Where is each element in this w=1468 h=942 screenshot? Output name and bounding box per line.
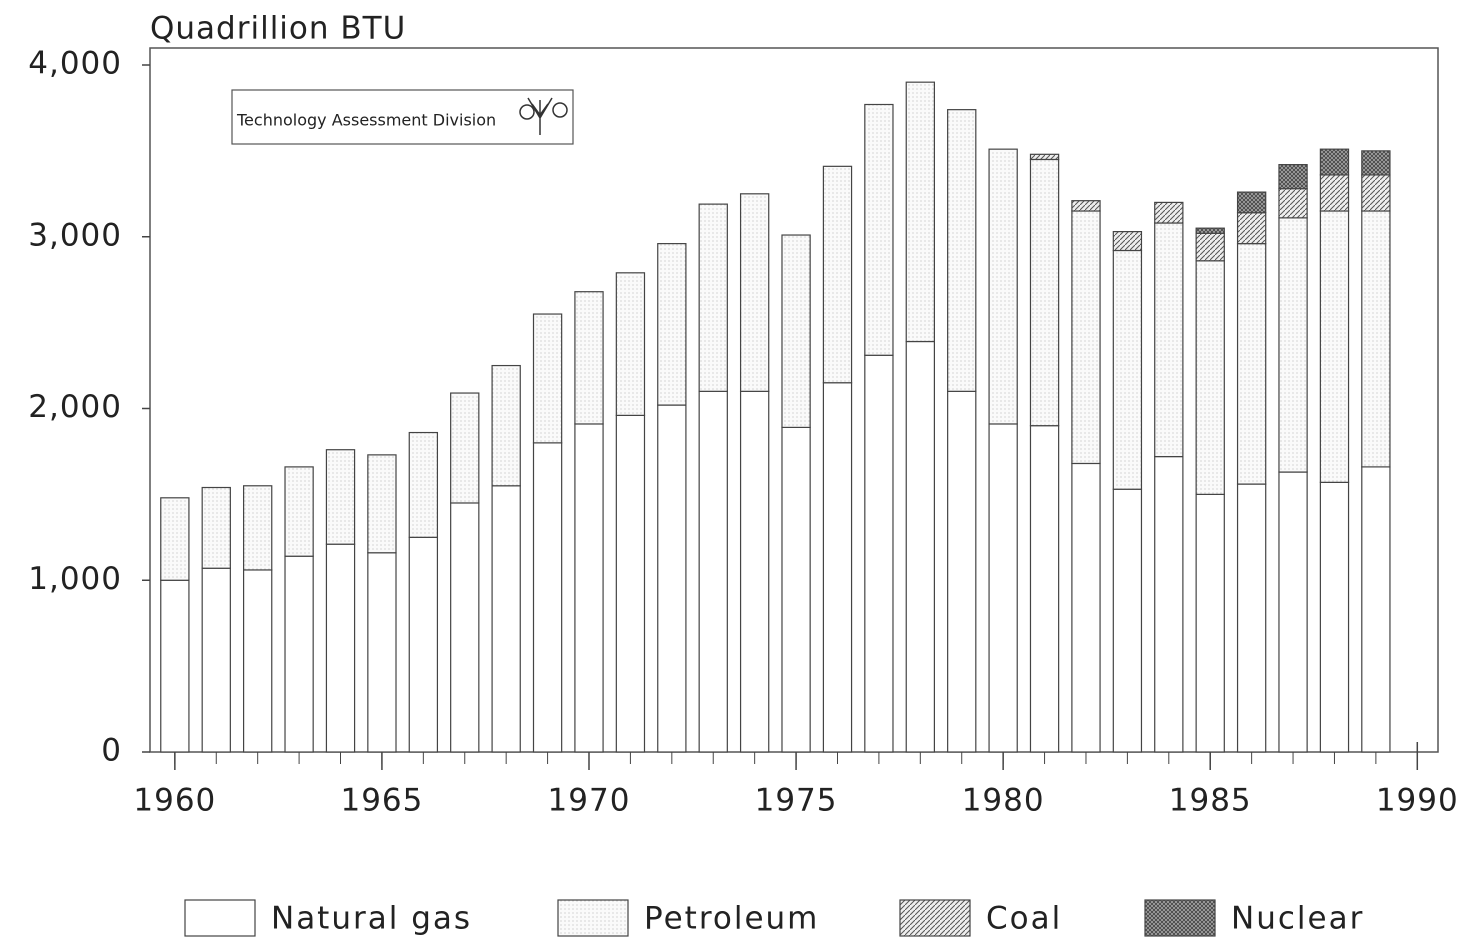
bar-segment <box>1319 174 1350 212</box>
bar-segment <box>1278 471 1308 753</box>
legend-label: Nuclear <box>1231 901 1364 937</box>
bar-segment <box>1236 243 1267 485</box>
bar-segment <box>1154 201 1184 224</box>
bar-segment <box>947 109 977 392</box>
bar-segment <box>988 423 1018 753</box>
bar-segment <box>491 364 521 487</box>
y-tick-label: 3,000 <box>28 217 122 253</box>
bar-segment <box>1319 481 1350 753</box>
bar-segment <box>657 243 687 406</box>
logo-icon <box>519 97 568 135</box>
legend-swatch <box>184 899 256 937</box>
bar-segment <box>947 390 977 753</box>
bar-segment <box>1154 222 1184 458</box>
bar-segment <box>739 193 770 392</box>
bar-segment <box>1154 455 1184 753</box>
bar-segment <box>574 291 604 425</box>
x-tick-label: 1975 <box>755 783 838 819</box>
bar-segment <box>284 466 314 557</box>
bar-segment <box>739 390 770 753</box>
bar-segment <box>1278 217 1308 473</box>
bar-segment <box>1319 210 1350 483</box>
bar-segment <box>822 165 853 384</box>
legend-swatch <box>899 899 971 937</box>
y-tick-label: 0 <box>101 733 122 769</box>
legend-swatch <box>557 899 629 937</box>
bar-segment <box>367 552 397 753</box>
legend-swatch <box>1144 899 1216 937</box>
legend-label: Coal <box>986 901 1062 937</box>
bar-segment <box>160 497 190 581</box>
x-tick-label: 1985 <box>1169 783 1252 819</box>
bar-segment <box>1361 150 1391 176</box>
y-tick-label: 4,000 <box>28 46 122 82</box>
bar-segment <box>367 454 397 554</box>
bar-segment <box>1112 488 1143 753</box>
bar-segment <box>201 486 231 569</box>
bar-segment <box>1029 158 1060 427</box>
bar-segment <box>1361 466 1391 753</box>
bar-segment <box>1029 153 1060 161</box>
bar-segment <box>781 234 811 428</box>
bar-segment <box>325 543 356 753</box>
bar-segment <box>988 148 1018 425</box>
bar-segment <box>450 502 480 753</box>
bar-segment <box>1236 483 1267 753</box>
bar-segment <box>450 392 480 504</box>
y-axis-label: Quadrillion BTU <box>150 11 406 47</box>
bar-segment <box>1195 493 1225 753</box>
bar-segment <box>615 272 646 416</box>
bar-segment <box>1071 210 1101 465</box>
bar-segment <box>698 390 728 753</box>
bar-segment <box>1361 174 1391 212</box>
bar-segment <box>864 103 894 356</box>
legend-label: Petroleum <box>644 901 819 937</box>
x-tick-label: 1980 <box>962 783 1045 819</box>
bar-segment <box>491 485 521 753</box>
x-tick-label: 1990 <box>1376 783 1459 819</box>
bar-segment <box>1361 210 1391 468</box>
bar-segment <box>1195 232 1225 262</box>
bar-segment <box>657 404 687 753</box>
bar-segment <box>1029 425 1060 753</box>
bar-segment <box>822 382 853 753</box>
legend-label: Natural gas <box>271 901 472 937</box>
logo-box <box>231 89 574 145</box>
bar-segment <box>1319 148 1350 176</box>
bar-segment <box>574 423 604 753</box>
bar-segment <box>532 442 563 753</box>
bar-segment <box>242 569 273 753</box>
bar-segment <box>1112 230 1143 252</box>
bar-segment <box>201 567 231 753</box>
bar-segment <box>905 340 935 753</box>
bar-segment <box>615 414 646 753</box>
bar-segment <box>1278 164 1308 190</box>
x-tick-label: 1970 <box>548 783 631 819</box>
bar-segment <box>1236 191 1267 214</box>
bar-segment <box>864 354 894 753</box>
bar-segment <box>160 579 190 753</box>
x-tick-label: 1965 <box>340 783 423 819</box>
x-tick-label: 1960 <box>133 783 216 819</box>
y-tick-label: 2,000 <box>28 389 122 425</box>
bar-segment <box>1195 227 1225 234</box>
bar-segment <box>325 449 356 545</box>
bar-segment <box>781 426 811 753</box>
bar-segment <box>905 81 935 343</box>
y-tick-label: 1,000 <box>28 561 122 597</box>
annotation: Technology Assessment Division <box>236 111 496 130</box>
bar-segment <box>1195 260 1225 495</box>
bar-segment <box>408 536 439 753</box>
bar-segment <box>408 431 439 538</box>
bar-segment <box>1236 212 1267 245</box>
bar-segment <box>1112 249 1143 490</box>
bar-segment <box>532 313 563 444</box>
bar-segment <box>284 555 314 753</box>
bar-segment <box>698 203 728 392</box>
bar-segment <box>1278 188 1308 219</box>
bar-segment <box>242 485 273 571</box>
bar-segment <box>1071 200 1101 212</box>
bar-segment <box>1071 462 1101 753</box>
